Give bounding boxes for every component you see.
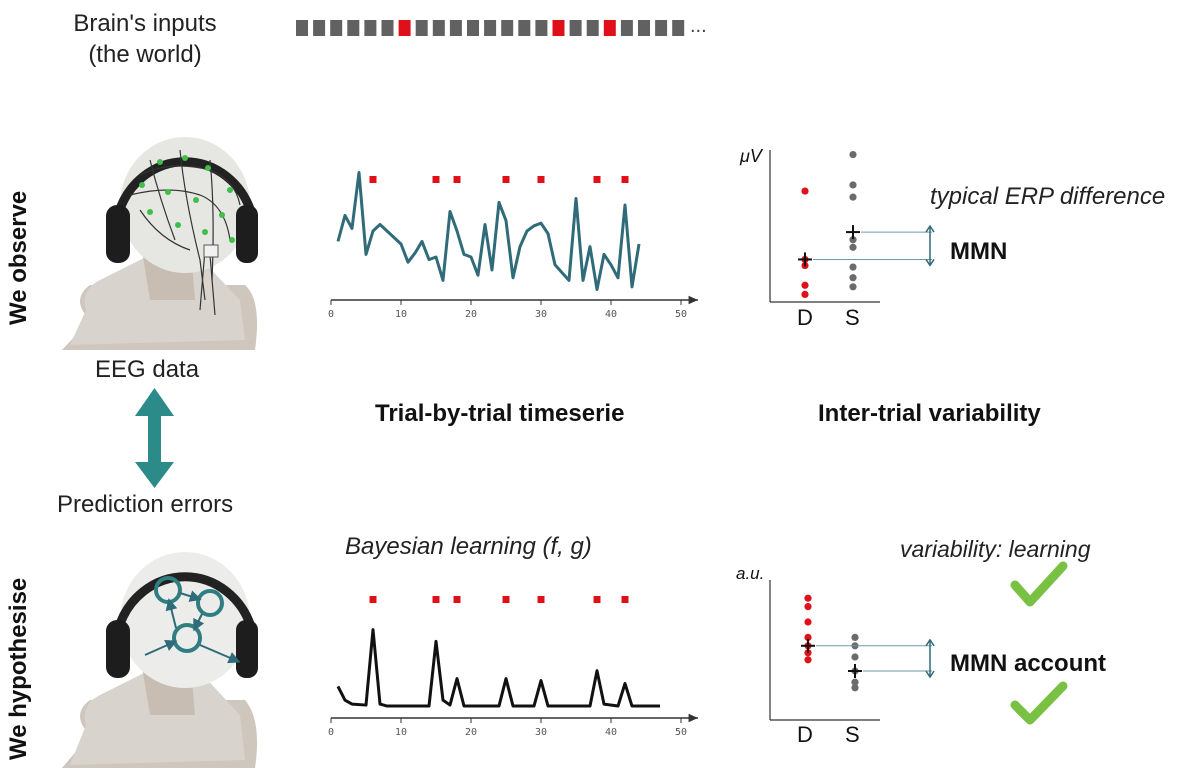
standard-stimulus (570, 20, 582, 36)
standard-point (849, 194, 856, 201)
standard-point (849, 181, 856, 188)
category-d-label: D (797, 722, 813, 748)
sequence-ellipsis: ... (690, 15, 707, 38)
check-icon (1015, 686, 1063, 720)
category-s-label: S (845, 305, 860, 331)
standard-stimulus (655, 20, 667, 36)
deviant-marker (538, 176, 545, 183)
deviant-point (804, 656, 811, 663)
model-series-line (338, 630, 660, 706)
inter-trial-heading: Inter-trial variability (818, 400, 1041, 428)
eeg-data-label: EEG data (95, 356, 199, 384)
standard-stimulus (416, 20, 428, 36)
standard-stimulus (330, 20, 342, 36)
standard-point (849, 283, 856, 290)
x-tick-label: 30 (535, 727, 547, 738)
deviant-point (801, 291, 808, 298)
deviant-marker (622, 596, 629, 603)
check-icon (1015, 566, 1063, 602)
standard-stimulus (347, 20, 359, 36)
x-tick-label: 20 (465, 309, 477, 320)
standard-stimulus (484, 20, 496, 36)
deviant-stimulus (553, 20, 565, 36)
variability-learning-label: variability: learning (900, 536, 1090, 563)
standard-stimulus (364, 20, 376, 36)
inputs-label-line2: (the world) (60, 39, 230, 70)
deviant-point (804, 618, 811, 625)
standard-point (849, 244, 856, 251)
x-tick-label: 0 (328, 727, 334, 738)
standard-point (851, 684, 858, 691)
standard-point (851, 653, 858, 660)
deviant-point (804, 603, 811, 610)
deviant-stimulus (399, 20, 411, 36)
x-tick-label: 10 (395, 727, 407, 738)
deviant-point (801, 282, 808, 289)
deviant-marker (594, 596, 601, 603)
standard-stimulus (467, 20, 479, 36)
deviant-marker (594, 176, 601, 183)
eeg-timeseries-chart: 0 10 20 30 40 50 (328, 173, 698, 321)
typical-erp-label: typical ERP difference (930, 183, 1165, 211)
x-tick-label: 10 (395, 309, 407, 320)
deviant-marker (370, 596, 377, 603)
x-tick-label: 30 (535, 309, 547, 320)
deviant-marker (433, 176, 440, 183)
inputs-label: Brain's inputs (the world) (60, 8, 230, 70)
standard-stimulus (450, 20, 462, 36)
deviant-marker (503, 176, 510, 183)
deviant-marker (454, 176, 461, 183)
brain-network-head-icon (62, 552, 258, 768)
standard-point (849, 263, 856, 270)
standard-point (849, 274, 856, 281)
x-tick-label: 0 (328, 309, 334, 320)
deviant-stimulus (604, 20, 616, 36)
deviant-marker (454, 596, 461, 603)
model-timeseries-chart: 0 10 20 30 40 50 (328, 596, 698, 738)
standard-stimulus (621, 20, 633, 36)
double-arrow-icon (135, 388, 174, 488)
standard-stimulus (313, 20, 325, 36)
deviant-marker (433, 596, 440, 603)
standard-stimulus (296, 20, 308, 36)
model-scatter-chart (770, 580, 934, 720)
deviant-marker (503, 596, 510, 603)
standard-stimulus (638, 20, 650, 36)
inputs-label-line1: Brain's inputs (60, 8, 230, 39)
standard-point (851, 634, 858, 641)
eeg-head-icon (62, 137, 258, 350)
deviant-marker (370, 176, 377, 183)
x-tick-label: 50 (675, 309, 687, 320)
standard-stimulus (433, 20, 445, 36)
y-unit-au: a.u. (736, 564, 764, 584)
standard-stimulus (535, 20, 547, 36)
we-observe-label: We observe (5, 191, 33, 325)
mmn-account-label: MMN account (950, 650, 1106, 678)
trial-timeserie-heading: Trial-by-trial timeserie (375, 400, 624, 428)
erp-scatter-chart (770, 150, 934, 302)
input-sequence (296, 20, 684, 36)
standard-stimulus (518, 20, 530, 36)
category-d-label: D (797, 305, 813, 331)
x-tick-label: 40 (605, 727, 617, 738)
standard-stimulus (672, 20, 684, 36)
category-s-label: S (845, 722, 860, 748)
standard-stimulus (501, 20, 513, 36)
standard-stimulus (587, 20, 599, 36)
x-tick-label: 20 (465, 727, 477, 738)
x-tick-label: 50 (675, 727, 687, 738)
deviant-marker (622, 176, 629, 183)
bayesian-learning-label: Bayesian learning (f, g) (345, 533, 592, 561)
deviant-point (801, 187, 808, 194)
eeg-series-line (338, 173, 639, 290)
prediction-errors-label: Prediction errors (57, 491, 233, 519)
x-tick-label: 40 (605, 309, 617, 320)
standard-stimulus (382, 20, 394, 36)
mmn-label: MMN (950, 238, 1007, 266)
we-hypothesise-label: We hypothesise (5, 578, 33, 760)
y-unit-uv: μV (740, 146, 762, 167)
deviant-point (804, 595, 811, 602)
deviant-marker (538, 596, 545, 603)
standard-point (849, 151, 856, 158)
